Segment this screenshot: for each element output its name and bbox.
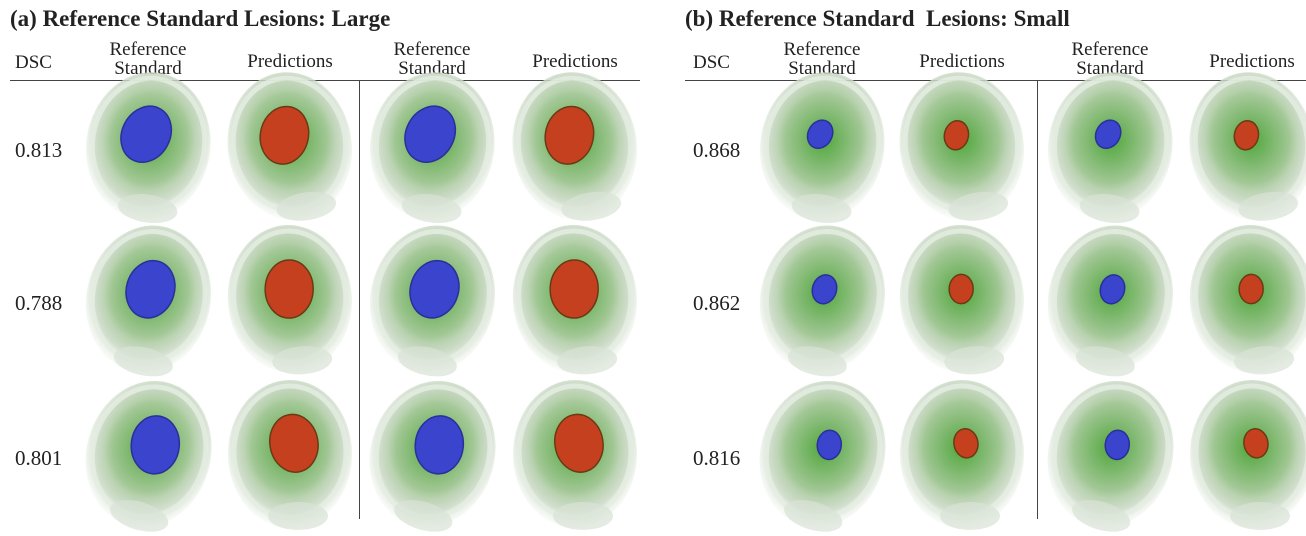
- brain-render: [1040, 68, 1180, 228]
- brain-group: [220, 68, 360, 228]
- brain-render: [1040, 221, 1180, 381]
- dsc-value: 0.813: [15, 138, 62, 163]
- brain-group: [1040, 376, 1180, 536]
- brain-group: [362, 376, 502, 536]
- brain-group: [900, 380, 1024, 530]
- brain-render: [1182, 68, 1306, 228]
- brain-group: [508, 221, 642, 379]
- brain-render: [892, 68, 1032, 228]
- predicted-lesion: [949, 274, 974, 304]
- brain-render: [362, 68, 502, 228]
- brain-render: [78, 221, 218, 381]
- jaw: [553, 502, 613, 530]
- brain-group: [1190, 380, 1306, 530]
- predicted-lesion: [265, 260, 314, 319]
- panel-title: (a) Reference Standard Lesions: Large: [10, 6, 390, 32]
- brain-render: [752, 68, 892, 228]
- brain-group: [892, 68, 1032, 228]
- brain-render: [220, 221, 360, 381]
- brain-group: [752, 221, 892, 381]
- brain-group: [513, 380, 637, 530]
- brain-group: [362, 68, 502, 228]
- dsc-value: 0.788: [15, 291, 62, 316]
- column-divider: [1037, 80, 1038, 519]
- brain-render: [505, 221, 645, 381]
- brain-group: [1040, 68, 1180, 228]
- brain-group: [752, 68, 892, 228]
- brain-render: [752, 376, 892, 536]
- dsc-value: 0.868: [693, 138, 740, 163]
- brain-render: [752, 221, 892, 381]
- brain-render: [220, 376, 360, 536]
- brain-group: [1182, 68, 1306, 228]
- brain-group: [78, 221, 218, 381]
- brain-render: [362, 221, 502, 381]
- brain-group: [752, 376, 892, 536]
- dsc-value: 0.816: [693, 446, 740, 471]
- brain-render: [220, 68, 360, 228]
- predicted-lesion: [550, 260, 599, 319]
- brain-render: [505, 68, 645, 228]
- jaw: [940, 502, 1000, 530]
- jaw: [268, 502, 328, 530]
- figure: (a) Reference Standard Lesions: Large DSC…: [0, 0, 1306, 519]
- brain-render: [892, 221, 1032, 381]
- dsc-value: 0.801: [15, 446, 62, 471]
- brain-render: [1040, 376, 1180, 536]
- predicted-lesion: [1239, 274, 1264, 304]
- brain-group: [78, 68, 218, 228]
- brain-render: [505, 376, 645, 536]
- panel-title: (b) Reference Standard Lesions: Small: [685, 6, 1070, 32]
- brain-group: [1185, 221, 1306, 379]
- brain-render: [78, 68, 218, 228]
- brain-group: [228, 380, 352, 530]
- brain-render: [892, 376, 1032, 536]
- brain-render: [1182, 221, 1306, 381]
- brain-render: [362, 376, 502, 536]
- brain-group: [895, 221, 1029, 379]
- jaw: [1230, 502, 1290, 530]
- brain-group: [78, 376, 218, 536]
- dsc-value: 0.862: [693, 291, 740, 316]
- column-header: DSC: [693, 52, 730, 74]
- brain-render: [1182, 376, 1306, 536]
- brain-group: [362, 221, 502, 381]
- brain-group: [505, 68, 645, 228]
- brain-group: [223, 221, 357, 379]
- brain-render: [78, 376, 218, 536]
- column-header: DSC: [15, 52, 52, 74]
- brain-group: [1040, 221, 1180, 381]
